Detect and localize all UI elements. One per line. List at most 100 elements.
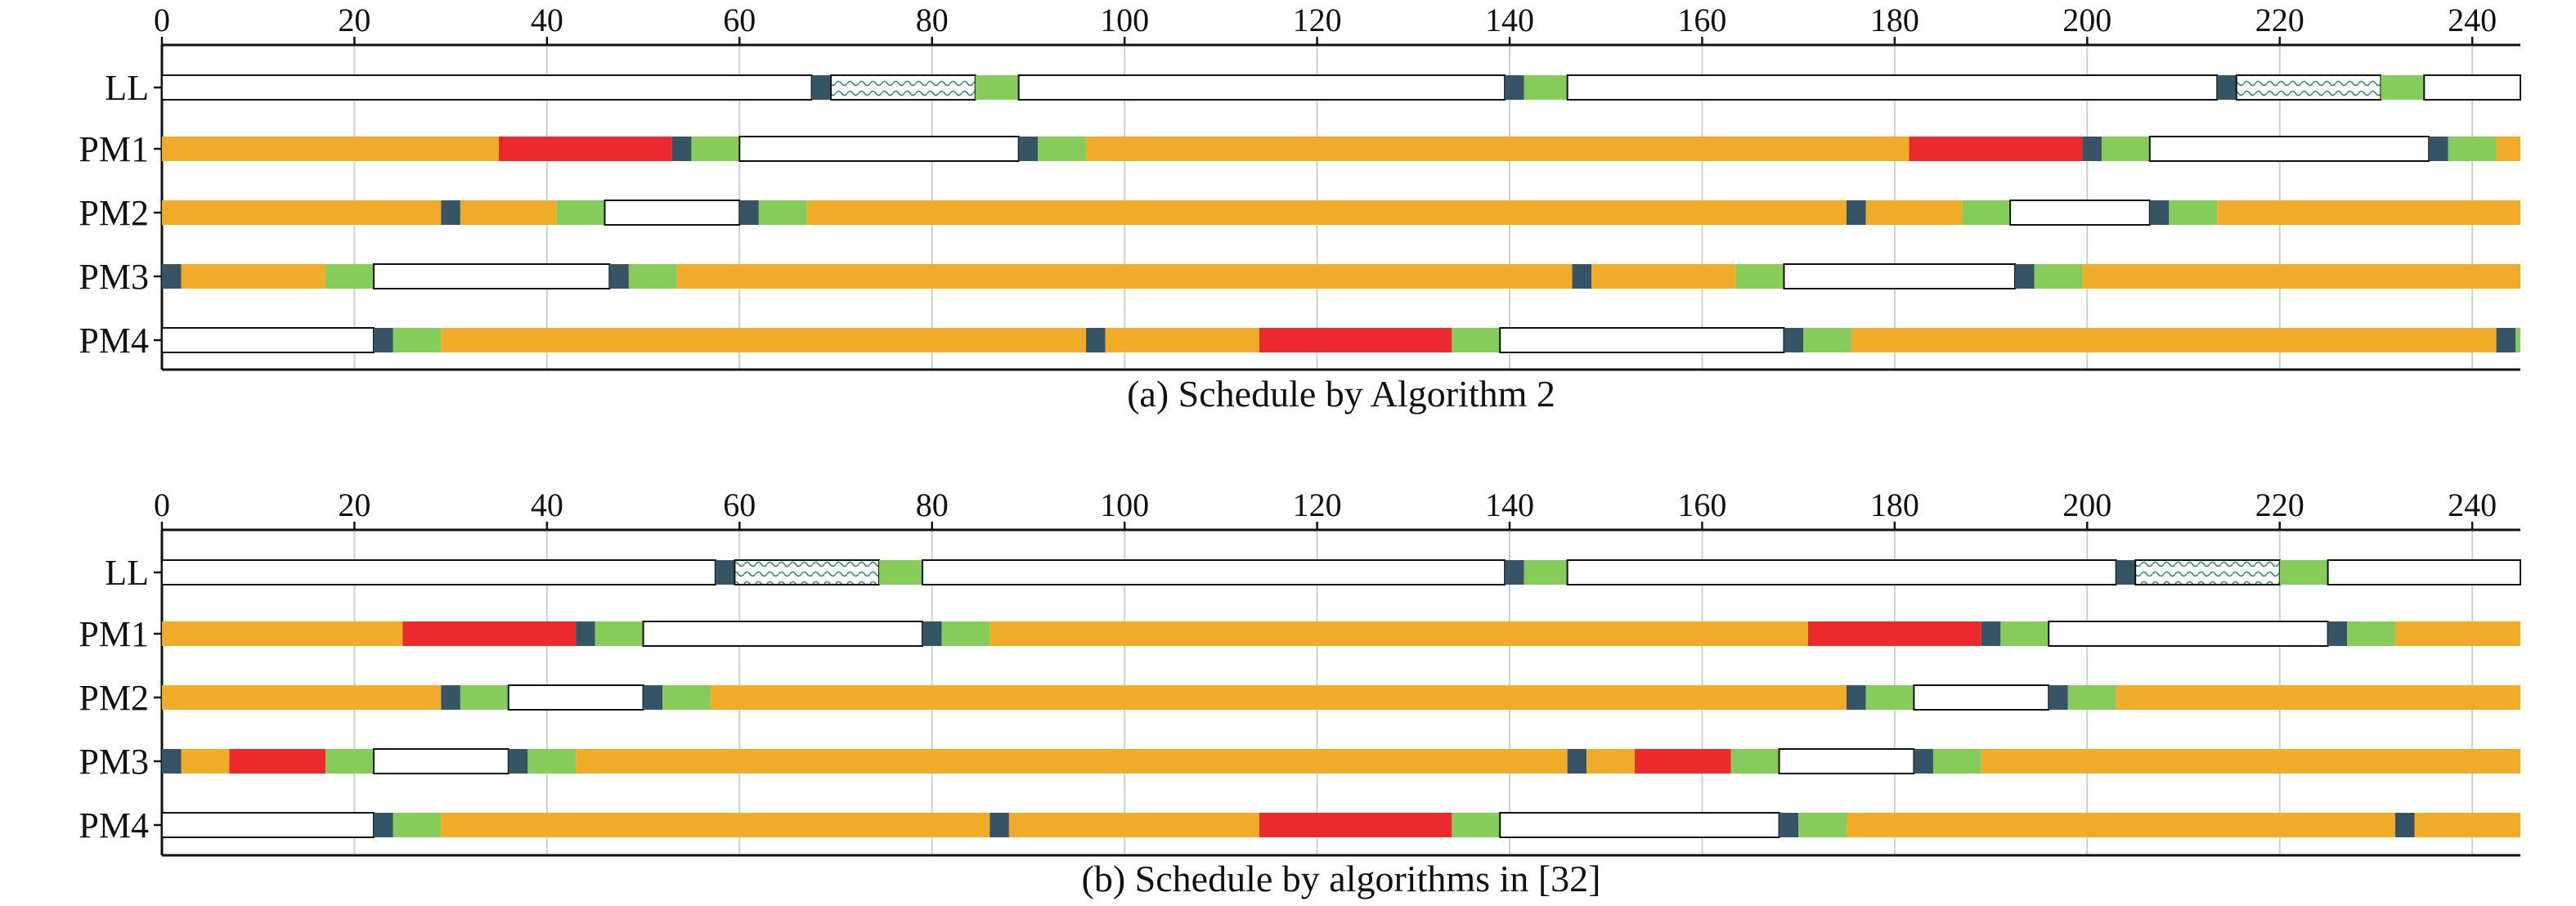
segment-green (758, 200, 807, 225)
segment-idle (372, 748, 509, 774)
segment-idle (1913, 684, 2050, 711)
x-tick-label: 100 (1100, 2, 1149, 38)
segment-hatch (830, 74, 976, 101)
segment-idle (642, 621, 923, 647)
segment-idle (507, 684, 644, 711)
chart-panel-b: 0 20 40 60 80 100 120 140 160 180 200 220 240 LL PM1 PM… (79, 487, 2522, 899)
segment-dark (1567, 749, 1587, 774)
segment-dark (2496, 328, 2516, 352)
row-pm1: PM1 (79, 129, 2520, 169)
segment-green (325, 264, 374, 289)
x-tick-label: 60 (723, 487, 756, 523)
segment-busy (1981, 749, 2520, 774)
x-tick-label: 220 (2255, 487, 2304, 523)
x-tick-label: 60 (723, 2, 756, 38)
row-label: PM4 (79, 321, 149, 361)
segment-busy (2082, 264, 2520, 289)
segment-dark (1779, 813, 1799, 837)
segment-green (460, 685, 509, 710)
segment-fail (1909, 137, 2083, 161)
x-tick-label: 160 (1677, 2, 1726, 38)
segment-dark (2327, 621, 2348, 646)
segment-green (2448, 137, 2497, 161)
segment-green (1524, 75, 1568, 100)
segment-hatch (734, 559, 880, 585)
segment-busy (441, 328, 1087, 352)
segment-fail (229, 749, 326, 774)
x-tick-label: 40 (531, 487, 563, 523)
segment-fail (1259, 813, 1452, 837)
segment-dark (1505, 75, 1524, 100)
segment-idle (161, 812, 375, 838)
segment-dark (2116, 560, 2136, 585)
segment-fail (1807, 621, 1981, 646)
segment-dark (508, 749, 528, 774)
segment-green (1735, 264, 1784, 289)
row-label: PM2 (79, 678, 149, 718)
segment-idle (921, 559, 1506, 585)
x-tick-label: 0 (154, 487, 170, 523)
segment-dark (162, 264, 182, 289)
segment-green (1932, 749, 1981, 774)
row-label: PM2 (79, 193, 149, 233)
segment-busy (1591, 264, 1736, 289)
row-pm1: PM1 (79, 614, 2520, 654)
segment-green (1524, 560, 1568, 585)
segment-dark (715, 560, 735, 585)
segment-green (1798, 813, 1847, 837)
segment-dark (609, 264, 629, 289)
segment-busy (676, 264, 1573, 289)
row-label: PM3 (79, 257, 149, 297)
row-label: PM4 (79, 805, 149, 845)
row-pm4: PM4 (79, 321, 2520, 361)
segment-busy (990, 621, 1808, 646)
segment-dark (1505, 560, 1524, 585)
segment-green (2000, 621, 2049, 646)
x-tick-label: 240 (2448, 487, 2497, 523)
segment-idle (2048, 621, 2329, 647)
segment-fail (402, 621, 577, 646)
segment-dark (162, 749, 182, 774)
segment-busy (2414, 813, 2520, 837)
segment-green (1730, 749, 1779, 774)
segment-green (2101, 137, 2150, 161)
segment-busy (1851, 328, 2497, 352)
segment-green (628, 264, 677, 289)
segment-green (1452, 328, 1501, 352)
x-tick-label: 100 (1100, 487, 1149, 523)
row-pm3: PM3 (79, 742, 2520, 782)
segment-idle (738, 136, 1020, 162)
segment-dark (811, 75, 832, 100)
chart-panel-a: 0 20 40 60 80 100 120 140 160 180 200 220 240 LL PM1 PM… (79, 2, 2521, 415)
x-tick-label: 40 (531, 2, 563, 38)
segment-busy (710, 685, 1847, 710)
segment-green (2515, 328, 2520, 352)
row-label: LL (105, 553, 149, 593)
segment-dark (1018, 137, 1039, 161)
segment-hatch (2134, 559, 2281, 585)
row-label: LL (105, 68, 149, 108)
segment-busy (2496, 137, 2520, 161)
segment-dark (441, 685, 460, 710)
segment-idle (2423, 74, 2521, 101)
x-tick-label: 200 (2062, 487, 2112, 523)
segment-idle (1499, 327, 1785, 353)
segment-idle (604, 200, 741, 226)
segment-dark (739, 200, 759, 225)
x-tick-label: 0 (154, 2, 170, 38)
x-tick-label: 120 (1293, 2, 1342, 38)
x-tick-label: 180 (1870, 487, 1919, 523)
segment-idle (1017, 74, 1506, 101)
segment-green (1038, 137, 1087, 161)
x-tick-label: 200 (2062, 2, 2112, 38)
segment-busy (806, 200, 1847, 225)
segment-fail (499, 137, 672, 161)
segment-busy (576, 749, 1568, 774)
chart-caption: (b) Schedule by algorithms in [32] (1082, 858, 1601, 899)
row-label: PM3 (79, 742, 149, 782)
x-tick-label: 120 (1293, 487, 1342, 523)
segment-fail (1635, 749, 1731, 774)
segment-green (393, 813, 442, 837)
segment-idle (372, 263, 611, 289)
